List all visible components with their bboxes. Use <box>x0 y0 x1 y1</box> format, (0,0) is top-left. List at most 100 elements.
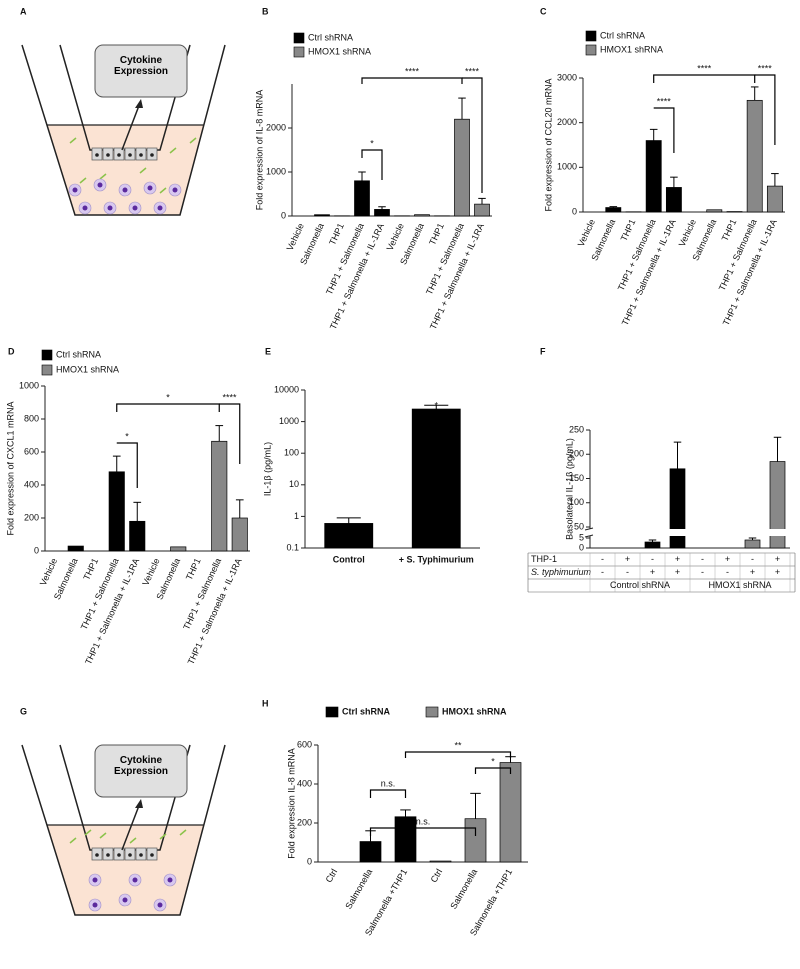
y-tick-label: 0 <box>281 210 286 220</box>
cytokine-mark <box>179 829 187 836</box>
table-cell: - <box>601 567 604 577</box>
y-axis-label: Fold expression of CXCL1 mRNA <box>5 401 15 535</box>
table-cell: - <box>701 554 704 564</box>
significance-label: * <box>166 392 170 402</box>
cytokine-mark <box>79 177 87 184</box>
immune-nucleus <box>82 205 88 211</box>
legend-label: HMOX1 shRNA <box>56 364 119 374</box>
bar <box>605 207 622 213</box>
x-tick-label: Salmonella <box>448 867 479 911</box>
y-tick-label: 600 <box>297 739 312 749</box>
y-tick-label: 400 <box>24 479 39 489</box>
y-axis-label: Basolateral IL-1β (pg/mL) <box>564 438 574 540</box>
table-cell: - <box>601 554 604 564</box>
y-tick-label: 600 <box>24 446 39 456</box>
bar <box>464 818 487 863</box>
label-box-text: Cytokine Expression <box>114 755 168 777</box>
table-cell: + <box>775 554 780 564</box>
x-tick-label: Vehicle <box>140 557 161 588</box>
legend-label: Ctrl shRNA <box>342 706 391 716</box>
bar <box>170 546 187 552</box>
table-group: HMOX1 shRNA <box>708 580 771 590</box>
x-tick-label: THP1 <box>720 218 739 243</box>
significance-label: * <box>125 431 129 441</box>
bar <box>429 860 452 863</box>
significance-label: **** <box>697 63 712 73</box>
panel-letter: E <box>265 346 271 356</box>
y-tick-label: 3000 <box>557 72 577 82</box>
significance-label: * <box>491 756 495 766</box>
y-tick-label: 1000 <box>557 162 577 172</box>
legend-swatch <box>293 32 305 44</box>
arrow-head <box>135 799 143 808</box>
immune-nucleus <box>132 205 138 211</box>
table-cell: + <box>650 567 655 577</box>
well-medium <box>47 825 204 915</box>
bar <box>324 523 374 549</box>
bar <box>231 517 248 552</box>
cytokine-mark <box>84 829 92 836</box>
significance-label: **** <box>657 96 672 106</box>
bar <box>108 471 125 552</box>
significance-label: n.s. <box>416 816 431 826</box>
panel-letter: C <box>540 6 547 16</box>
significance-bracket <box>653 107 675 153</box>
x-tick-label: Vehicle <box>677 218 698 249</box>
x-tick-label: Vehicle <box>285 222 306 253</box>
break-mark <box>584 534 594 538</box>
immune-nucleus <box>172 187 178 193</box>
y-axis-label: Fold expression of IL-8 mRNA <box>254 90 264 211</box>
cell-nucleus <box>139 153 143 157</box>
cytokine-mark <box>99 173 107 180</box>
y-tick-label: 50 <box>574 521 584 531</box>
x-tick-label: Vehicle <box>576 218 597 249</box>
significance-bracket <box>754 74 776 145</box>
cell-nucleus <box>150 153 154 157</box>
bar <box>374 209 390 217</box>
table-cell: + <box>775 567 780 577</box>
legend-swatch <box>41 349 53 361</box>
legend-label: Ctrl shRNA <box>56 349 101 359</box>
y-tick-label: 0.1 <box>286 542 299 552</box>
y-tick-label: 1000 <box>19 380 39 390</box>
label-box <box>94 744 188 798</box>
bar <box>744 539 761 549</box>
y-tick-label: 250 <box>569 424 584 434</box>
table-cell: - <box>626 567 629 577</box>
table-row-label: S. typhimurium <box>531 567 592 577</box>
y-axis-label: IL-1β (pg/mL) <box>262 442 272 496</box>
legend-label: HMOX1 shRNA <box>308 46 371 56</box>
x-tick-label: Vehicle <box>38 557 59 588</box>
significance-label: **** <box>465 66 480 76</box>
cell-nucleus <box>106 153 110 157</box>
table-cell: + <box>725 554 730 564</box>
table-cell: + <box>625 554 630 564</box>
well-wall <box>21 44 226 216</box>
table-cell: - <box>751 554 754 564</box>
significance-label: * <box>370 138 374 148</box>
cell-nucleus <box>95 853 99 857</box>
legend-label: HMOX1 shRNA <box>442 706 507 716</box>
panel-letter: G <box>20 706 27 716</box>
bar <box>211 440 228 552</box>
x-tick-label: Ctrl <box>324 867 340 884</box>
y-tick-label: 5 <box>579 532 584 542</box>
cell-nucleus <box>117 853 121 857</box>
y-tick-label: 10000 <box>274 384 299 394</box>
panel-letter: F <box>540 346 546 356</box>
table-cell: - <box>726 567 729 577</box>
arrow-shaft <box>121 802 141 851</box>
cytokine-mark <box>69 137 77 144</box>
legend-swatch <box>41 364 53 376</box>
immune-nucleus <box>147 185 153 191</box>
cytokine-mark <box>69 837 77 844</box>
cell-nucleus <box>139 853 143 857</box>
immune-nucleus <box>92 902 98 908</box>
cytokine-mark <box>159 187 167 194</box>
significance-label: ** <box>454 740 462 750</box>
panel-letter: D <box>8 346 15 356</box>
x-tick-label: THP1 <box>427 222 446 247</box>
y-tick-label: 2000 <box>266 122 286 132</box>
panel-letter: A <box>20 6 27 16</box>
panel-letter: H <box>262 698 269 708</box>
